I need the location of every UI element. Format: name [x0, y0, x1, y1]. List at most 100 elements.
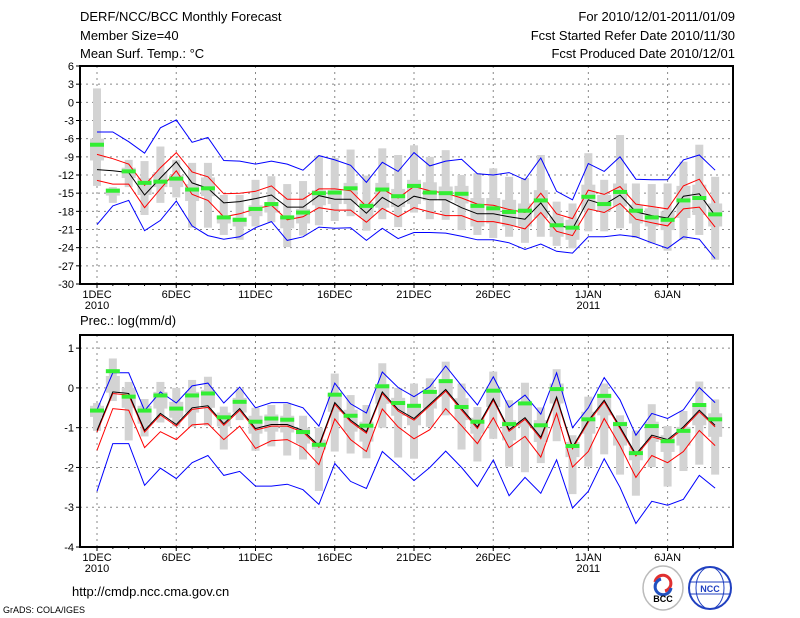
observed-marker — [517, 208, 532, 213]
ensemble-whisker — [616, 135, 625, 229]
y-tick-label: -6 — [64, 134, 74, 146]
observed-marker — [676, 198, 691, 203]
ensemble-box — [90, 138, 104, 161]
observed-marker — [454, 191, 469, 196]
observed-marker — [533, 198, 548, 203]
figure-title: DERF/NCC/BCC Monthly Forecast — [80, 9, 282, 24]
observed-marker — [644, 424, 659, 429]
observed-marker — [248, 419, 263, 424]
bcc-logo: BCC — [642, 565, 684, 611]
started-date: Fcst Started Refer Date 2010/11/30 — [531, 28, 735, 43]
x-tick-label: 26DEC — [476, 289, 512, 301]
observed-marker — [407, 183, 421, 188]
observed-marker — [153, 179, 168, 184]
produced-date: Fcst Produced Date 2010/12/01 — [551, 46, 735, 61]
observed-marker — [391, 194, 406, 199]
observed-marker — [502, 422, 517, 427]
y-tick-label: -15 — [58, 188, 74, 200]
observed-marker — [438, 379, 453, 384]
observed-marker — [628, 451, 643, 456]
x-tick-year-label: 2010 — [85, 300, 109, 312]
observed-marker — [105, 188, 120, 193]
ensemble-box — [692, 405, 707, 426]
ensemble-box — [422, 389, 437, 409]
ensemble-whisker — [330, 373, 339, 452]
ensemble-whisker — [568, 435, 577, 495]
observed-marker — [248, 206, 263, 211]
observed-marker — [549, 387, 564, 392]
source-url: http://cmdp.ncc.cma.gov.cn — [72, 584, 229, 599]
observed-marker — [660, 439, 675, 444]
ensemble-box — [407, 179, 421, 205]
observed-marker — [264, 416, 279, 421]
ensemble-whisker — [267, 176, 276, 223]
observed-marker — [391, 401, 406, 406]
x-tick-label: 6DEC — [162, 552, 191, 564]
observed-marker — [137, 408, 152, 413]
x-tick-label: 1DEC — [82, 289, 111, 301]
y-tick-label: -21 — [58, 225, 74, 237]
x-tick-label: 11DEC — [238, 289, 273, 301]
x-tick-label: 6DEC — [162, 289, 191, 301]
observed-marker — [327, 392, 342, 397]
y-tick-label: -1 — [64, 423, 74, 435]
observed-marker — [311, 191, 326, 196]
ensemble-whisker — [552, 369, 561, 442]
observed-marker — [200, 391, 215, 396]
mean-plus-std-line — [96, 151, 716, 220]
observed-marker — [311, 442, 326, 447]
observed-marker — [581, 417, 596, 422]
observed-marker — [264, 202, 279, 207]
ensemble-whisker — [441, 150, 450, 220]
y-tick-label: 6 — [68, 61, 74, 73]
observed-marker — [137, 180, 152, 185]
observed-marker — [644, 215, 659, 220]
observed-marker — [517, 401, 532, 406]
x-tick-year-label: 2010 — [85, 563, 109, 575]
observed-marker — [470, 419, 485, 424]
observed-marker — [169, 406, 184, 411]
ensemble-whisker — [251, 179, 260, 227]
observed-marker — [185, 393, 200, 398]
mean-minus-std-line — [96, 407, 716, 479]
observed-marker — [486, 206, 501, 211]
ensemble-whisker — [219, 406, 228, 450]
ensemble-whisker — [93, 88, 101, 186]
y-tick-label: 3 — [68, 79, 74, 91]
x-tick-label: 1JAN — [575, 552, 602, 564]
observed-marker — [692, 403, 707, 408]
y-tick-label: -3 — [64, 116, 74, 128]
observed-marker — [454, 404, 469, 409]
observed-marker — [359, 423, 374, 428]
y-tick-label: -12 — [58, 170, 74, 182]
observed-marker — [216, 215, 231, 220]
plot-frame — [79, 334, 734, 548]
ncc-logo-text: NCC — [700, 584, 720, 594]
ncc-logo: NCC — [688, 566, 732, 610]
observed-marker — [216, 415, 231, 420]
observed-marker — [549, 223, 564, 228]
ensemble-box — [153, 171, 168, 188]
ensemble-mean-line — [96, 160, 716, 230]
observed-marker — [422, 389, 437, 394]
ensemble-max-line — [97, 119, 716, 201]
ensemble-box — [517, 403, 532, 427]
plot-frame — [79, 65, 734, 285]
y-tick-label: -3 — [64, 502, 74, 514]
ensemble-whisker — [219, 194, 228, 235]
y-tick-label: -2 — [64, 462, 74, 474]
grads-credit: GrADS: COLA/IGES — [3, 605, 85, 615]
y-tick-label: -9 — [64, 152, 74, 164]
bcc-logo-text: BCC — [653, 594, 673, 604]
observed-marker — [470, 203, 485, 208]
observed-marker — [708, 417, 723, 422]
observed-marker — [581, 194, 596, 199]
ensemble-box — [597, 395, 612, 416]
ensemble-min-line — [96, 443, 716, 525]
observed-marker — [565, 443, 580, 448]
observed-marker — [343, 413, 358, 418]
ensemble-whisker — [394, 387, 403, 458]
ensemble-box — [486, 198, 501, 224]
